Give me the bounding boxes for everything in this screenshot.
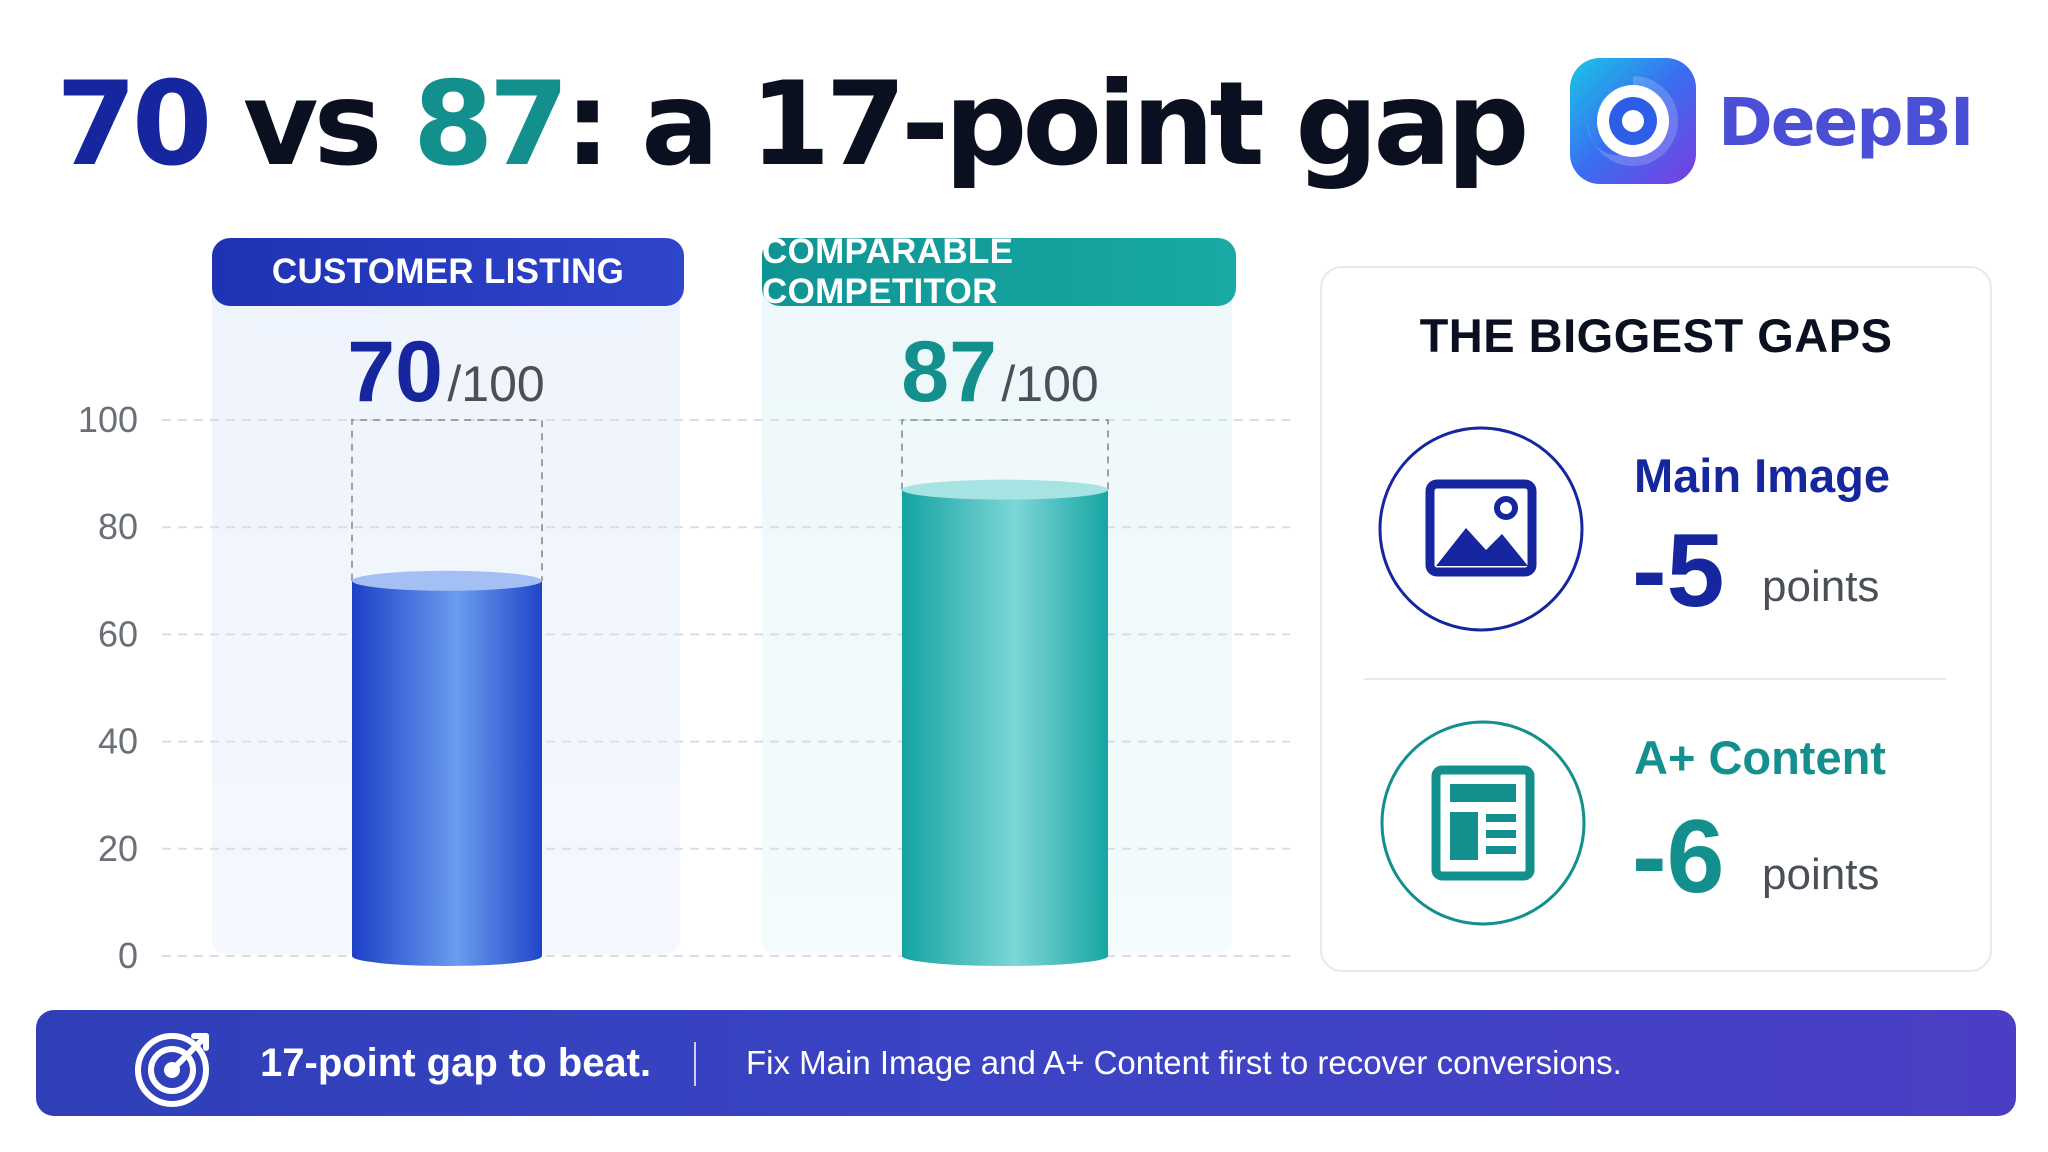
gap-unit-a-plus-content: points [1762, 850, 1880, 899]
page-title: 70 vs 87: a 17-point gap [56, 50, 1530, 200]
competitor-bar [902, 489, 1108, 966]
document-layout-icon [1380, 720, 1586, 926]
customer-score-denominator: /100 [447, 356, 545, 412]
competitor-score-value: 87 [901, 324, 997, 420]
comparable-competitor-label: COMPARABLE COMPETITOR [762, 232, 1236, 311]
customer-bar-max-outline [351, 419, 543, 581]
title-customer-score: 70 [56, 57, 212, 192]
panel-title: THE BIGGEST GAPS [1419, 309, 1893, 362]
deepbi-logo-icon [1570, 58, 1696, 184]
customer-score-value: 70 [347, 324, 443, 420]
gap-name-a-plus-content: A+ Content [1634, 731, 1886, 784]
target-icon [135, 1033, 209, 1107]
customer-score: 70 /100 [186, 322, 706, 447]
banner-headline: 17-point gap to beat. [260, 1041, 652, 1085]
biggest-gaps-panel: THE BIGGEST GAPS Main Image -5 points A+… [1320, 266, 1992, 972]
customer-bar-top [352, 570, 542, 591]
customer-bar [352, 580, 542, 966]
competitor-bar-max-outline [901, 419, 1109, 490]
banner-separator [694, 1042, 696, 1086]
brand-name: DeepBI [1718, 84, 1974, 161]
title-gap-text: : a 17-point gap [564, 57, 1529, 192]
competitor-bar-top [902, 479, 1108, 500]
y-tick-label: 40 [98, 721, 138, 762]
gap-value-main-image: -5 [1632, 513, 1725, 629]
competitor-score: 87 /100 [740, 322, 1260, 447]
gap-unit-main-image: points [1762, 562, 1880, 611]
title-competitor-score: 87 [412, 57, 569, 192]
summary-banner: 17-point gap to beat. Fix Main Image and… [36, 1010, 2016, 1116]
title-vs: vs [207, 57, 413, 192]
gap-value-a-plus-content: -6 [1632, 799, 1725, 915]
y-tick-label: 100 [78, 399, 138, 440]
image-icon [1378, 426, 1584, 632]
competitor-score-denominator: /100 [1001, 356, 1099, 412]
y-tick-label: 0 [118, 935, 138, 976]
banner-message: Fix Main Image and A+ Content first to r… [746, 1044, 1622, 1081]
customer-listing-label: CUSTOMER LISTING [212, 238, 684, 306]
y-tick-label: 80 [98, 506, 138, 547]
gap-name-main-image: Main Image [1634, 449, 1890, 502]
y-tick-label: 60 [98, 613, 138, 654]
panel-divider [1364, 678, 1946, 680]
y-tick-label: 20 [98, 828, 138, 869]
